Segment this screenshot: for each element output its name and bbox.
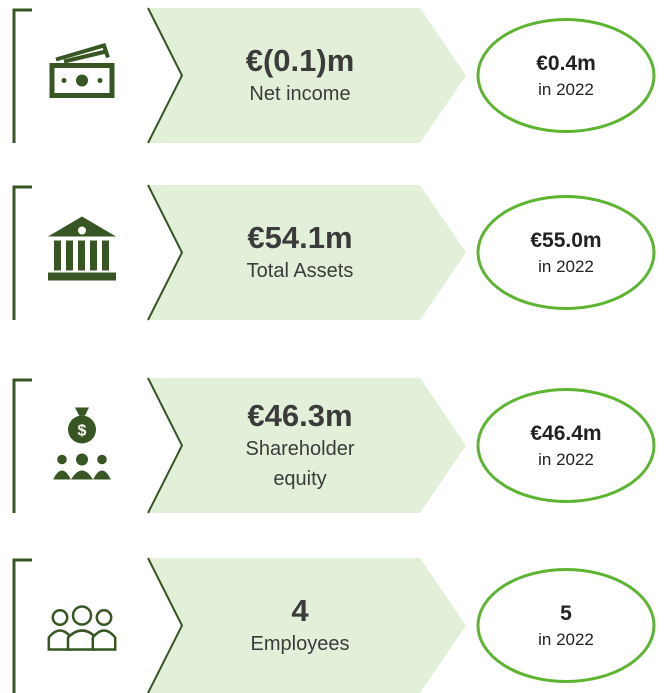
prior-ellipse (476, 195, 656, 310)
prior-label: in 2022 (538, 79, 594, 99)
prior-ellipse (476, 568, 656, 683)
icon-part (78, 226, 86, 235)
icon-part (48, 272, 116, 281)
prior-text: €0.4m in 2022 (486, 36, 646, 116)
bracket (12, 378, 32, 513)
icon-part (91, 629, 117, 651)
arrow-band (148, 558, 466, 693)
prior-value: €46.4m (530, 421, 602, 445)
icon-part (78, 240, 85, 271)
icon-part (93, 470, 111, 480)
icon-part: $ (78, 423, 87, 440)
icon-part (49, 63, 115, 98)
metric-value: €46.3m (247, 397, 353, 433)
metric-text: €54.1m Total Assets (210, 195, 390, 311)
metric-label: Total Assets (246, 259, 354, 282)
prior-label: in 2022 (538, 449, 594, 469)
icon-part (66, 240, 73, 271)
icon-part (102, 240, 109, 271)
icon-part (95, 609, 113, 626)
chevron (147, 377, 184, 514)
metric-text: €46.3m Shareholder equity (210, 388, 390, 504)
metric-value: €(0.1)m (245, 42, 355, 78)
icon-part (61, 78, 67, 83)
icon-part (53, 470, 71, 480)
icon-part (54, 240, 61, 271)
metric-label: Shareholder equity (245, 437, 355, 490)
arrow-band (148, 8, 466, 143)
prior-ellipse (476, 18, 656, 133)
icon-part (75, 407, 89, 416)
prior-text: €55.0m in 2022 (486, 213, 646, 293)
metric-value: €54.1m (247, 219, 353, 255)
chevron (147, 184, 184, 321)
icon-part (57, 454, 67, 465)
arrow-band (148, 185, 466, 320)
chevron (147, 557, 184, 693)
icon-part (76, 453, 88, 466)
arrow-band (148, 378, 466, 513)
metric-label: Net income (249, 82, 351, 105)
bracket (12, 558, 32, 693)
metric-row: $ (12, 377, 656, 514)
prior-value: 5 (560, 601, 572, 625)
bracket (12, 185, 32, 320)
prior-value: €0.4m (536, 51, 596, 75)
prior-text: 5 in 2022 (486, 586, 646, 666)
metric-row (12, 184, 656, 321)
icon-part (71, 605, 93, 626)
bracket (12, 8, 32, 143)
chevron (147, 7, 184, 144)
icon-part (71, 470, 93, 480)
metric-label: Employees (250, 632, 350, 655)
prior-ellipse (476, 388, 656, 503)
prior-label: in 2022 (538, 629, 594, 649)
prior-text: €46.4m in 2022 (486, 406, 646, 486)
icon-part (90, 240, 97, 271)
metric-value: 4 (291, 592, 309, 628)
icon-part (51, 609, 69, 626)
metric-text: 4 Employees (210, 568, 390, 684)
icon-part (76, 74, 88, 87)
metric-row (12, 7, 656, 144)
icon-part (68, 415, 96, 444)
icon-part (55, 43, 110, 64)
icon-part (97, 78, 103, 83)
icon-part (97, 454, 107, 465)
prior-value: €55.0m (530, 228, 602, 252)
metric-row (12, 557, 656, 693)
metric-text: €(0.1)m Net income (210, 18, 390, 134)
prior-label: in 2022 (538, 256, 594, 276)
